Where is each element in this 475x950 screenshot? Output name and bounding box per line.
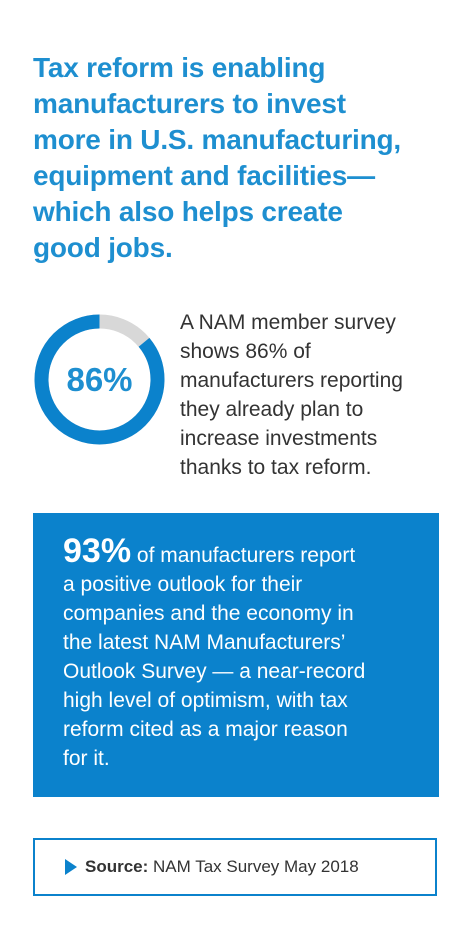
survey-line: A NAM member survey <box>180 311 396 334</box>
outlook-text: 93% of manufacturers report a positive o… <box>63 534 433 773</box>
ring-percent-label: 86% <box>66 360 133 398</box>
ring-progress <box>34 314 165 445</box>
outlook-line: Outlook Survey — a near-record <box>63 660 366 683</box>
outlook-line: companies and the economy in <box>63 602 354 625</box>
source-value: NAM Tax Survey May 2018 <box>148 857 359 876</box>
outlook-percent: 93% <box>63 532 132 570</box>
survey-description: A NAM member survey shows 86% of manufac… <box>180 308 460 482</box>
ring-graphic <box>34 314 165 445</box>
survey-line: manufacturers reporting <box>180 369 403 392</box>
outlook-first-line: 93% of manufacturers report <box>63 534 433 570</box>
outlook-line: high level of optimism, with tax <box>63 689 348 712</box>
outlook-line: reform cited as a major reason <box>63 718 348 741</box>
survey-line: they already plan to <box>180 398 364 421</box>
source-text: Source: NAM Tax Survey May 2018 <box>85 857 359 877</box>
source-label: Source: <box>85 857 149 876</box>
headline: Tax reform is enabling manufacturers to … <box>33 50 453 266</box>
triangle-right-icon <box>65 859 77 875</box>
headline-line: which also helps create <box>33 196 343 227</box>
percent-ring: 86% <box>32 312 167 447</box>
survey-line: shows 86% of <box>180 340 311 363</box>
headline-line: equipment and facilities— <box>33 160 375 191</box>
headline-line: Tax reform is enabling <box>33 52 326 83</box>
headline-line: manufacturers to invest <box>33 88 346 119</box>
headline-line: good jobs. <box>33 232 173 263</box>
outlook-line: for it. <box>63 747 110 770</box>
survey-line: thanks to tax reform. <box>180 456 372 479</box>
outlook-line: the latest NAM Manufacturers’ <box>63 631 346 654</box>
survey-line: increase investments <box>180 427 378 450</box>
source-box: Source: NAM Tax Survey May 2018 <box>33 838 437 896</box>
outlook-callout-box: 93% of manufacturers report a positive o… <box>33 513 439 797</box>
outlook-first-line-rest: of manufacturers report <box>131 544 356 567</box>
outlook-line: a positive outlook for their <box>63 573 303 596</box>
headline-line: more in U.S. manufacturing, <box>33 124 401 155</box>
